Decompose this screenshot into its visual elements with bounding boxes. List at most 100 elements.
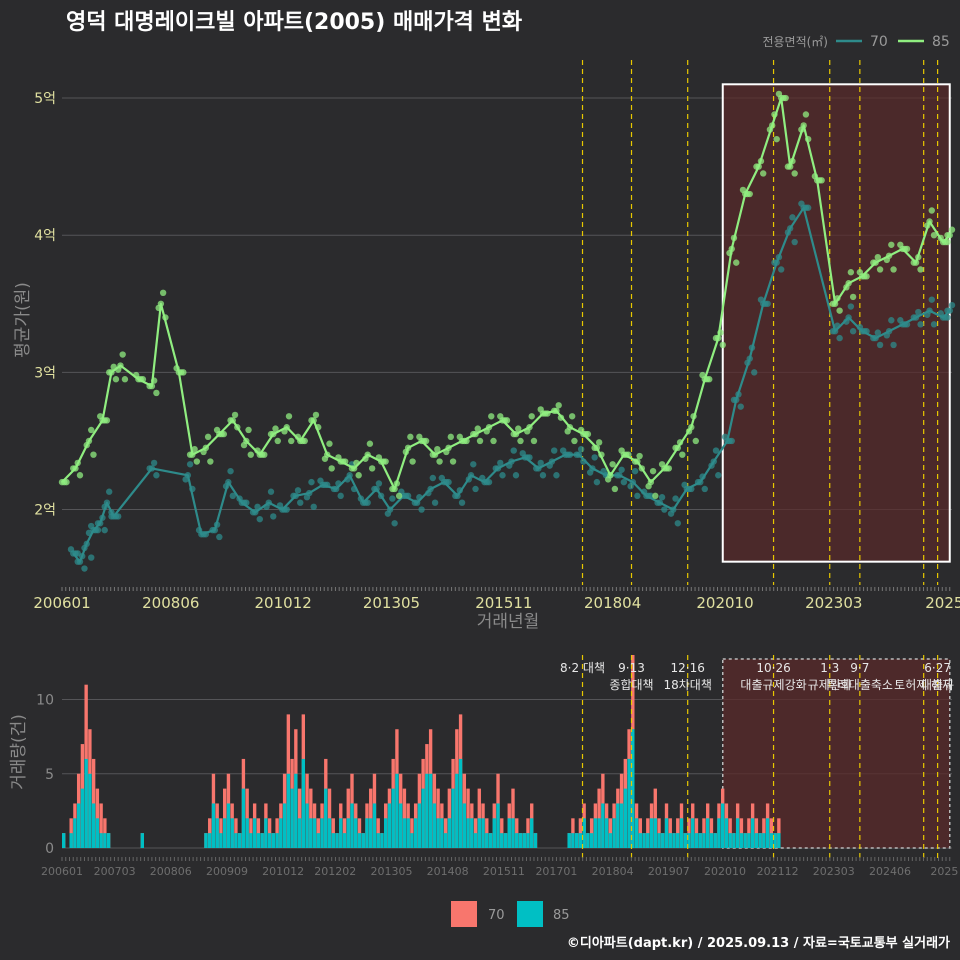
x-tick-label-1: 200806 — [142, 594, 199, 612]
bar-85-90 — [398, 803, 403, 848]
point-85-56-1 — [802, 111, 810, 118]
bar-85-178 — [728, 833, 732, 848]
bar-70-136 — [571, 818, 575, 848]
bar-85-136 — [571, 833, 575, 848]
point-70-33-2 — [519, 450, 526, 457]
series-line-70 — [72, 206, 951, 563]
point-70-7-1 — [150, 459, 158, 467]
bar-85-187 — [762, 833, 766, 848]
point-70-41-1 — [631, 467, 639, 475]
point-70-23-1 — [389, 495, 396, 502]
bar-85-179 — [732, 833, 736, 848]
bar-85-185 — [754, 833, 759, 848]
bar-85-126 — [533, 833, 538, 848]
bar-85-186 — [758, 833, 762, 848]
point-70-41-2 — [627, 483, 634, 490]
bar-85-143 — [597, 818, 601, 848]
point-85-40-1 — [595, 439, 603, 446]
bar-70-124 — [526, 818, 530, 848]
bar-85-160 — [661, 833, 665, 848]
point-70-64-1 — [948, 301, 956, 309]
point-85-38-1 — [568, 413, 576, 420]
bar-85-102 — [443, 833, 448, 848]
bar-85-171 — [702, 833, 706, 848]
top-legend: 전용면적(㎡) 70 85 — [762, 34, 949, 50]
bar-70-173 — [709, 818, 714, 848]
bar-85-85 — [380, 833, 384, 848]
point-85-58-3 — [836, 307, 843, 314]
bar-70-117 — [500, 818, 504, 848]
point-85-14-1 — [245, 426, 252, 434]
x-tick-label-7: 202303 — [805, 594, 862, 612]
point-85-37-1 — [555, 402, 562, 409]
bar-85-88 — [391, 788, 395, 848]
policy-annotation-5-1: 특례대출축소 — [827, 678, 893, 692]
point-85-47-3 — [692, 437, 699, 445]
bar-70-102 — [443, 818, 448, 848]
bar-85-68 — [316, 833, 320, 848]
point-85-51-3 — [746, 190, 753, 198]
point-85-41-1 — [609, 461, 616, 468]
bar-y-tick-label-1: 5 — [45, 767, 54, 783]
point-85-34-3 — [517, 437, 524, 445]
point-70-38-1 — [591, 454, 598, 461]
point-85-41-2 — [604, 476, 612, 483]
bar-85-89 — [395, 773, 399, 848]
point-85-29-3 — [449, 458, 457, 465]
bar-70-191 — [777, 818, 781, 848]
bar-85-95 — [417, 803, 422, 848]
bar-70-178 — [728, 818, 732, 848]
bar-85-154 — [638, 833, 642, 848]
bar-85-103 — [447, 818, 452, 848]
bar-x-tick-label-2: 200806 — [150, 865, 192, 878]
point-70-35-3 — [553, 472, 560, 479]
bar-y-tick-label-0: 0 — [45, 841, 54, 857]
bar-85-47 — [237, 833, 242, 848]
bar-85-114 — [488, 833, 493, 848]
bar-85-3 — [73, 818, 77, 848]
point-70-5-1 — [105, 488, 113, 495]
bar-85-2 — [69, 833, 73, 848]
policy-annotation-3-0: 10·26 — [756, 661, 790, 675]
point-85-63-2 — [897, 241, 904, 248]
point-85-7-3 — [153, 389, 160, 397]
bar-85-76 — [346, 818, 350, 848]
point-70-2-3 — [88, 554, 95, 561]
chart-title: 영덕 대명레이크빌 아파트(2005) 매매가격 변화 — [66, 10, 522, 35]
point-85-19-1 — [312, 411, 320, 419]
point-70-18-2 — [317, 477, 324, 484]
point-85-60-2 — [856, 269, 864, 276]
bar-85-84 — [376, 833, 380, 848]
bar-85-87 — [387, 803, 392, 848]
point-70-49-3 — [737, 403, 744, 410]
point-70-0-2 — [67, 546, 75, 553]
bar-85-60 — [286, 773, 291, 848]
x-axis-label: 거래년월 — [477, 612, 540, 632]
bar-85-111 — [477, 818, 481, 848]
point-85-57-3 — [818, 177, 825, 184]
point-70-54-2 — [798, 200, 805, 207]
point-70-50-3 — [751, 369, 758, 376]
bar-70-167 — [687, 818, 691, 848]
bar-85-164 — [676, 833, 680, 848]
policy-annotation-2-0: 12·16 — [671, 661, 705, 675]
point-70-17-2 — [303, 494, 311, 501]
point-85-16-3 — [274, 437, 281, 445]
bar-85-61 — [290, 788, 294, 848]
policy-annotation-3-1: 대출규제강화 — [740, 678, 806, 692]
x-tick-label-8: 2025 — [925, 594, 960, 612]
point-85-23-1 — [366, 440, 374, 447]
bar-85-41 — [215, 818, 219, 848]
bar-85-173 — [709, 833, 714, 848]
bar-85-83 — [372, 803, 377, 848]
point-85-65-1 — [928, 207, 935, 214]
bar-x-tick-label-15: 202406 — [869, 865, 911, 878]
bar-85-71 — [327, 818, 332, 848]
bar-85-138 — [578, 833, 583, 848]
bar-85-9 — [95, 818, 100, 848]
bar-85-158 — [653, 818, 657, 848]
bar-85-62 — [294, 773, 298, 848]
point-70-47-1 — [712, 447, 720, 454]
point-70-47-3 — [715, 472, 722, 479]
bar-85-141 — [589, 833, 594, 848]
